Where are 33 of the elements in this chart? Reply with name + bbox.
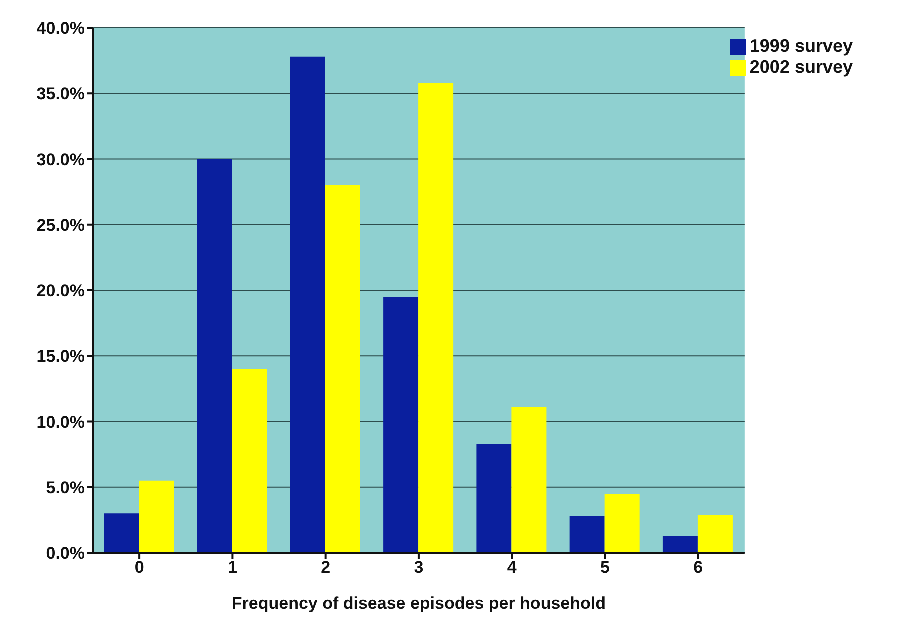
bar bbox=[662, 536, 698, 553]
y-tick-label: 0.0% bbox=[46, 544, 85, 564]
bar bbox=[139, 480, 174, 553]
bar bbox=[384, 297, 419, 553]
y-tick-label: 25.0% bbox=[36, 216, 85, 235]
legend-label: 2002 survey bbox=[750, 57, 853, 77]
bar bbox=[197, 159, 232, 553]
y-tick-label: 15.0% bbox=[36, 347, 85, 366]
bar bbox=[476, 444, 512, 553]
x-tick-label: 1 bbox=[228, 558, 238, 578]
x-tick-label: 0 bbox=[134, 558, 144, 578]
bar bbox=[570, 516, 605, 553]
y-tick-label: 30.0% bbox=[36, 150, 85, 170]
bar bbox=[232, 369, 268, 553]
y-tick-label: 20.0% bbox=[36, 282, 85, 301]
bar bbox=[512, 407, 547, 553]
y-tick-label: 40.0% bbox=[36, 19, 85, 38]
y-tick-label: 5.0% bbox=[46, 478, 85, 498]
bar bbox=[698, 514, 733, 553]
bar bbox=[325, 186, 360, 553]
x-tick-label: 3 bbox=[414, 558, 424, 578]
bar bbox=[418, 83, 454, 553]
x-tick-label: 2 bbox=[321, 558, 331, 578]
legend-label: 1999 survey bbox=[750, 36, 853, 56]
x-axis-title: Frequency of disease episodes per household bbox=[232, 594, 606, 613]
y-tick-label: 10.0% bbox=[36, 412, 85, 432]
y-tick-label: 35.0% bbox=[36, 84, 85, 104]
x-tick-label: 5 bbox=[600, 558, 610, 578]
bar bbox=[104, 514, 140, 553]
bar bbox=[604, 494, 640, 553]
x-tick-label: 6 bbox=[694, 558, 704, 578]
bar bbox=[290, 56, 326, 553]
x-tick-label: 4 bbox=[507, 558, 518, 578]
